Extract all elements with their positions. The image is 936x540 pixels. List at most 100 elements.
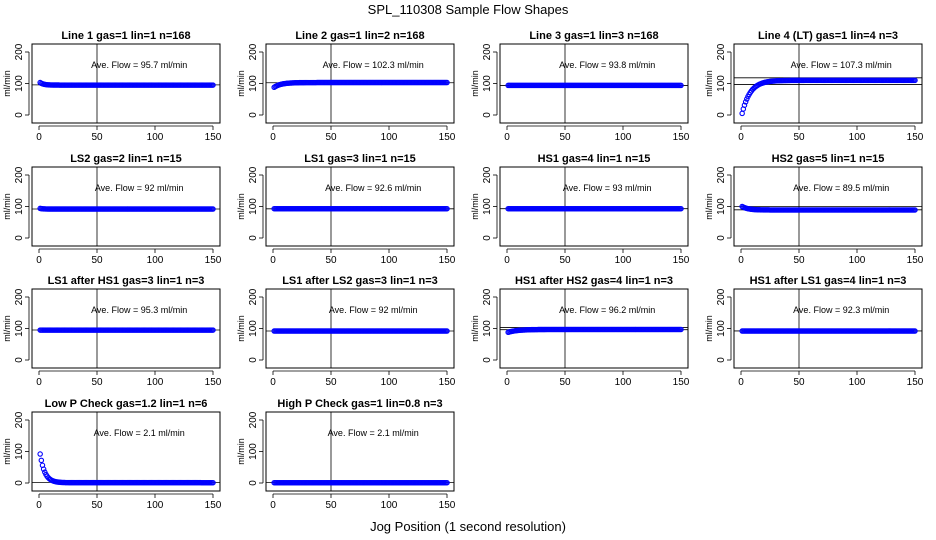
y-axis-label: ml/min (236, 315, 246, 342)
y-tick-label: 200 (14, 166, 25, 183)
y-tick-label: 200 (716, 166, 727, 183)
x-tick-label: 100 (615, 377, 632, 388)
x-tick-label: 50 (325, 255, 337, 266)
x-tick-label: 150 (907, 132, 924, 143)
x-tick-label: 100 (381, 255, 398, 266)
average-flow-annotation: Ave. Flow = 96.2 ml/min (559, 305, 655, 315)
panel: Line 4 (LT) gas=1 lin=4 n=3 Ave. Flow = 1… (704, 30, 924, 143)
panel-title: LS1 after HS1 gas=3 lin=1 n=3 (48, 275, 205, 287)
panel-title: HS1 after HS2 gas=4 lin=1 n=3 (515, 275, 673, 287)
y-tick-label: 200 (716, 288, 727, 305)
y-tick-label: 100 (248, 443, 259, 460)
data-point (210, 206, 216, 212)
y-tick-label: 200 (14, 288, 25, 305)
data-point (210, 82, 216, 88)
x-tick-label: 50 (91, 500, 103, 511)
x-tick-label: 100 (147, 377, 164, 388)
data-point (444, 328, 450, 334)
y-tick-label: 0 (248, 235, 259, 241)
y-tick-label: 200 (482, 43, 493, 60)
panel-title: Low P Check gas=1.2 lin=1 n=6 (45, 398, 208, 410)
data-point (37, 451, 43, 457)
panel: LS1 gas=3 lin=1 n=15 Ave. Flow = 92.6 ml/… (236, 153, 456, 266)
x-tick-label: 150 (673, 255, 690, 266)
x-tick-label: 150 (439, 500, 456, 511)
x-tick-label: 100 (147, 132, 164, 143)
y-tick-label: 100 (248, 75, 259, 92)
x-tick-label: 100 (381, 132, 398, 143)
main-title: SPL_110308 Sample Flow Shapes (368, 2, 569, 17)
x-tick-label: 50 (91, 255, 103, 266)
x-tick-label: 50 (325, 500, 337, 511)
y-tick-label: 200 (482, 288, 493, 305)
data-point (444, 79, 450, 86)
panel: Line 3 gas=1 lin=3 n=168 Ave. Flow = 93.8… (470, 30, 690, 143)
x-tick-label: 50 (559, 132, 571, 143)
y-tick-label: 0 (482, 357, 493, 363)
x-tick-label: 50 (559, 255, 571, 266)
y-axis-label: ml/min (470, 70, 480, 97)
average-flow-annotation: Ave. Flow = 92.3 ml/min (793, 305, 889, 315)
x-tick-label: 50 (793, 255, 805, 266)
panel: LS2 gas=2 lin=1 n=15 Ave. Flow = 92 ml/mi… (2, 153, 222, 266)
x-tick-label: 0 (270, 255, 276, 266)
x-tick-label: 150 (439, 377, 456, 388)
x-tick-label: 50 (91, 132, 103, 143)
panel: HS2 gas=5 lin=1 n=15 Ave. Flow = 89.5 ml/… (704, 153, 924, 266)
y-tick-label: 100 (716, 320, 727, 337)
x-tick-label: 0 (36, 255, 42, 266)
data-point (678, 326, 684, 333)
y-tick-label: 100 (482, 320, 493, 337)
panel-title: HS1 gas=4 lin=1 n=15 (538, 153, 651, 165)
y-axis-label: ml/min (236, 193, 246, 220)
x-tick-label: 150 (439, 132, 456, 143)
average-flow-annotation: Ave. Flow = 95.3 ml/min (91, 305, 187, 315)
y-tick-label: 100 (14, 320, 25, 337)
y-axis-label: ml/min (236, 70, 246, 97)
data-point (38, 457, 45, 464)
average-flow-annotation: Ave. Flow = 93 ml/min (563, 183, 652, 193)
average-flow-annotation: Ave. Flow = 107.3 ml/min (791, 60, 892, 70)
y-axis-label: ml/min (2, 438, 12, 465)
y-tick-label: 0 (716, 357, 727, 363)
panel: HS1 after LS1 gas=4 lin=1 n=3 Ave. Flow =… (704, 275, 924, 388)
y-tick-label: 0 (14, 480, 25, 486)
x-tick-label: 0 (738, 255, 744, 266)
x-tick-label: 50 (559, 377, 571, 388)
panel-title: LS1 gas=3 lin=1 n=15 (304, 153, 416, 165)
plot-frame (31, 411, 221, 492)
plot-frame (265, 411, 455, 492)
x-tick-label: 150 (205, 500, 222, 511)
x-tick-label: 100 (381, 500, 398, 511)
panel: Line 1 gas=1 lin=1 n=168 Ave. Flow = 95.7… (2, 30, 222, 143)
x-tick-label: 100 (147, 500, 164, 511)
panel: Line 2 gas=1 lin=2 n=168 Ave. Flow = 102.… (236, 30, 456, 143)
average-flow-annotation: Ave. Flow = 92 ml/min (329, 305, 418, 315)
x-tick-label: 100 (381, 377, 398, 388)
y-tick-label: 100 (14, 198, 25, 215)
panel-title: Line 2 gas=1 lin=2 n=168 (295, 30, 424, 42)
y-tick-label: 200 (248, 288, 259, 305)
y-tick-label: 200 (14, 43, 25, 60)
x-tick-label: 50 (325, 377, 337, 388)
y-tick-label: 0 (248, 357, 259, 363)
data-point (912, 328, 918, 334)
data-point (912, 77, 918, 84)
plot-frame (265, 166, 455, 247)
x-tick-label: 100 (849, 377, 866, 388)
x-tick-label: 100 (849, 255, 866, 266)
panel: High P Check gas=1 lin=0.8 n=3 Ave. Flow … (236, 398, 456, 511)
x-tick-label: 0 (270, 500, 276, 511)
panel-title: LS2 gas=2 lin=1 n=15 (70, 153, 182, 165)
y-tick-label: 100 (14, 443, 25, 460)
panel-title: High P Check gas=1 lin=0.8 n=3 (277, 398, 442, 410)
x-tick-label: 50 (325, 132, 337, 143)
y-axis-label: ml/min (2, 193, 12, 220)
y-axis-label: ml/min (2, 315, 12, 342)
average-flow-annotation: Ave. Flow = 89.5 ml/min (793, 183, 889, 193)
y-tick-label: 0 (716, 112, 727, 118)
x-tick-label: 100 (615, 132, 632, 143)
y-tick-label: 100 (248, 320, 259, 337)
y-tick-label: 0 (482, 112, 493, 118)
panels: Line 1 gas=1 lin=1 n=168 Ave. Flow = 95.7… (2, 30, 924, 511)
